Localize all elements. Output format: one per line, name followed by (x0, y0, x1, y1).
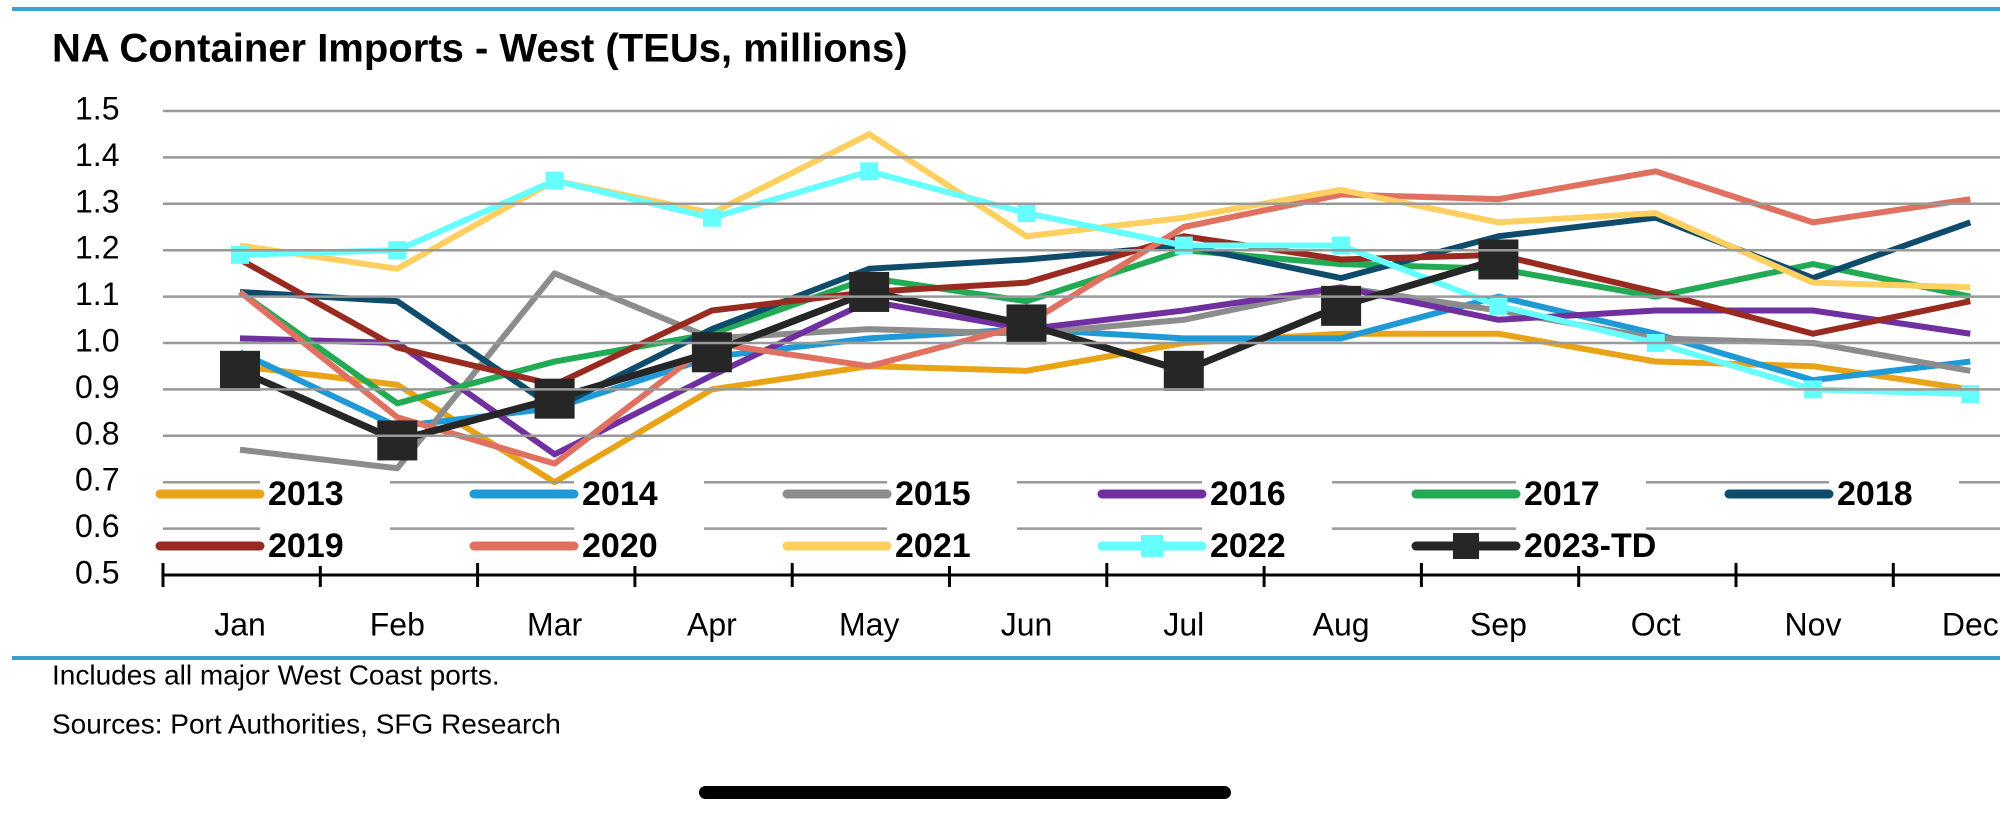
legend-bg (887, 474, 1017, 514)
marker (1017, 204, 1036, 223)
plot (220, 131, 1980, 486)
x-tick-label: Jan (214, 606, 266, 642)
legend-label: 2015 (895, 475, 971, 513)
legend-bg (1516, 474, 1646, 514)
legend-marker (1453, 533, 1479, 559)
marker (1478, 239, 1519, 280)
marker (691, 332, 732, 373)
x-tick-label: Aug (1313, 606, 1370, 642)
y-tick-label: 0.7 (75, 462, 119, 498)
marker (1006, 304, 1047, 345)
x-tick-label: Feb (370, 606, 425, 642)
note: Includes all major West Coast ports. (52, 659, 500, 690)
legend-bg (574, 526, 704, 566)
x-tick-label: May (839, 606, 899, 642)
y-tick-label: 1.3 (75, 183, 119, 219)
marker (1321, 285, 1362, 326)
marker (1489, 296, 1508, 315)
x-tick-label: Jun (1001, 606, 1053, 642)
marker (702, 208, 721, 227)
marker (860, 162, 879, 181)
legend-bg (1202, 526, 1332, 566)
marker (1961, 385, 1980, 404)
home-indicator (699, 786, 1231, 799)
legend-bg (1516, 526, 1646, 566)
legend-bg (1202, 474, 1332, 514)
marker (1174, 236, 1193, 255)
legend-label: 2014 (582, 475, 658, 513)
x-tick-label: Apr (687, 606, 737, 642)
legend-bg (1829, 474, 1959, 514)
x-tick-label: Dec (1942, 606, 1999, 642)
legend-bg (887, 526, 1017, 566)
note: Sources: Port Authorities, SFG Research (52, 708, 561, 739)
marker (1163, 350, 1204, 391)
y-tick-label: 1.0 (75, 322, 119, 358)
series-line (238, 233, 1971, 388)
legend-label: 2020 (582, 527, 658, 565)
marker (545, 171, 564, 190)
legend-marker (1141, 535, 1163, 557)
legend-label: 2019 (268, 527, 344, 565)
x-tick-label: Oct (1631, 606, 1681, 642)
marker (377, 420, 418, 461)
legend-label: 2017 (1524, 475, 1600, 513)
legend-bg (260, 526, 390, 566)
y-tick-label: 0.6 (75, 508, 119, 544)
series-line (238, 168, 1971, 467)
y-tick-label: 0.5 (75, 554, 119, 590)
legend-bg (574, 474, 704, 514)
x-tick-label: Nov (1785, 606, 1842, 642)
x-tick-label: Jul (1163, 606, 1204, 642)
marker (1332, 236, 1351, 255)
marker (231, 245, 249, 264)
legend-label: 2013 (268, 475, 344, 513)
y-tick-label: 0.8 (75, 415, 119, 451)
legend-label: 2018 (1837, 475, 1913, 513)
y-tick-label: 1.5 (75, 90, 119, 126)
legend-bg (260, 474, 390, 514)
legend-label: 2021 (895, 527, 971, 565)
chart-title: NA Container Imports - West (TEUs, milli… (52, 27, 908, 71)
marker (220, 350, 260, 391)
series-line (239, 168, 1971, 398)
y-tick-label: 1.1 (75, 276, 119, 312)
y-tick-label: 1.4 (75, 137, 119, 173)
y-tick-label: 1.2 (75, 230, 119, 266)
legend-label: 2016 (1210, 475, 1286, 513)
x-tick-label: Sep (1470, 606, 1527, 642)
x-tick-label: Mar (527, 606, 582, 642)
series-line (239, 270, 1971, 472)
series-line (239, 330, 1971, 486)
y-tick-label: 0.9 (75, 369, 119, 405)
marker (534, 378, 575, 419)
marker (849, 271, 890, 312)
legend-label: 2023-TD (1524, 527, 1656, 565)
legend-label: 2022 (1210, 527, 1286, 565)
